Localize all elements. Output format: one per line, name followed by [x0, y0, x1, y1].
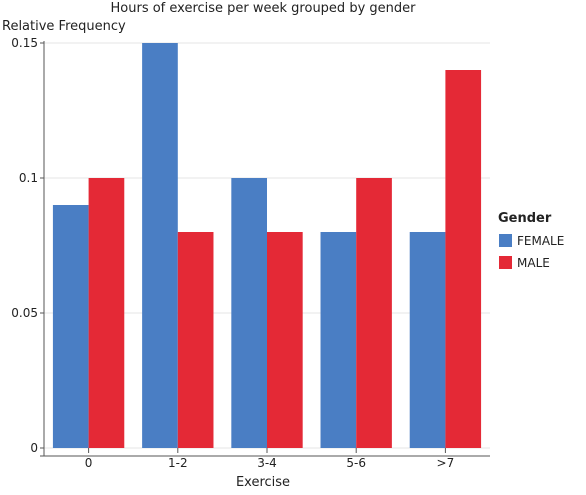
bar-female-0: [52, 205, 89, 448]
x-tick-label: 0: [85, 456, 93, 470]
bar-male-1: [177, 232, 214, 448]
y-axis-label: Relative Frequency: [2, 19, 126, 34]
x-tick-label: 5-6: [346, 456, 366, 470]
legend-label-male: MALE: [517, 256, 550, 270]
y-ticks: 0 0.05 0.1 0.15: [11, 36, 44, 455]
bars: [52, 43, 482, 448]
x-axis-label: Exercise: [236, 475, 290, 490]
y-tick-label: 0.15: [11, 36, 38, 50]
bar-male-4: [445, 70, 482, 448]
bar-female-4: [409, 232, 446, 448]
x-tick-label: 1-2: [168, 456, 188, 470]
legend-swatch-female: [499, 234, 512, 247]
bar-male-0: [88, 178, 125, 448]
legend: Gender FEMALE MALE: [498, 211, 564, 270]
bar-female-2: [231, 178, 267, 448]
y-tick-label: 0.1: [19, 171, 38, 185]
x-tick-label: >7: [437, 456, 455, 470]
bar-male-3: [356, 178, 392, 448]
legend-title: Gender: [498, 211, 552, 226]
bar-female-3: [320, 232, 357, 448]
legend-swatch-male: [499, 256, 512, 269]
y-tick-label: 0.05: [11, 306, 38, 320]
x-ticks: 0 1-2 3-4 5-6 >7: [85, 448, 454, 470]
bar-male-2: [267, 232, 303, 448]
x-tick-label: 3-4: [257, 456, 277, 470]
y-tick-label: 0: [30, 441, 38, 455]
axes: [40, 41, 490, 457]
bar-female-1: [142, 43, 178, 448]
chart-title: Hours of exercise per week grouped by ge…: [111, 1, 417, 16]
legend-label-female: FEMALE: [517, 234, 564, 248]
